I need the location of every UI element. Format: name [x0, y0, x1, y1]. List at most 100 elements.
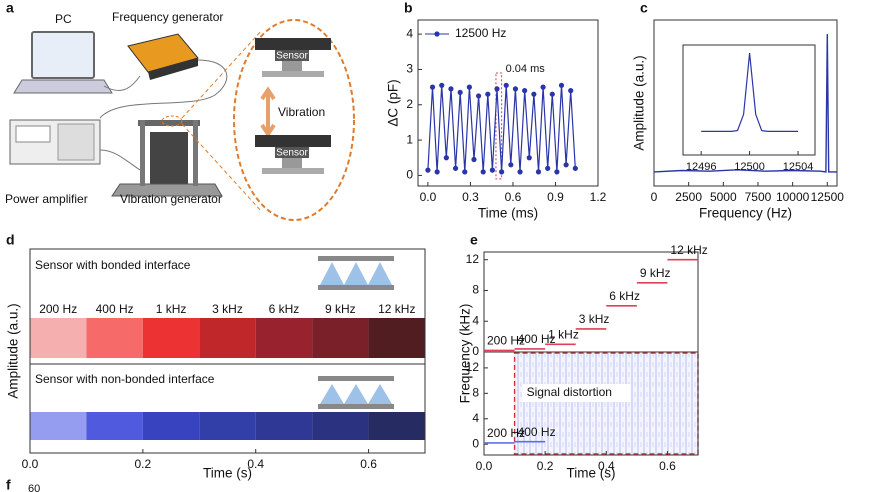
- y-tick-label: 12: [466, 252, 480, 266]
- point: [512, 86, 519, 92]
- waveform-segment: [30, 318, 87, 358]
- plot-frame: [483, 351, 699, 456]
- panel-label: b: [404, 0, 413, 16]
- sensor-body: [275, 147, 309, 158]
- segment-label: 400 Hz: [518, 425, 556, 439]
- x-tick-label: 7500: [745, 190, 772, 204]
- point: [452, 165, 459, 171]
- x-tick-label: 12496: [686, 161, 717, 173]
- point: [439, 82, 445, 88]
- point: [425, 167, 431, 173]
- support: [282, 61, 302, 71]
- point: [494, 86, 500, 92]
- y-tick-label: 0: [472, 344, 479, 358]
- inset-line: [701, 53, 798, 132]
- y-tick-label: 3: [406, 62, 413, 76]
- point: [517, 169, 523, 175]
- legend-label: 12500 Hz: [455, 26, 506, 40]
- segment-label: 200 Hz: [487, 334, 525, 348]
- sensor: [255, 38, 331, 50]
- panel-label: e: [470, 232, 478, 248]
- plot-frame: [417, 19, 599, 187]
- point: [489, 167, 496, 173]
- sensor: [255, 135, 331, 147]
- sensor-label: Sensor: [276, 51, 308, 62]
- segment-label: 1 kHz: [548, 327, 579, 341]
- x-tick-label: 0.4: [598, 459, 615, 473]
- shaker-bar: [138, 120, 200, 126]
- point: [503, 82, 509, 88]
- x-tick-label: 12504: [783, 161, 814, 173]
- plot-frame: [653, 19, 838, 187]
- waveform-segment: [199, 412, 256, 440]
- segment-label: 9 kHz: [640, 266, 671, 280]
- x-tick-label: 0.2: [537, 459, 554, 473]
- laptop-screen: [31, 31, 95, 79]
- y-tick-label: 4: [472, 411, 479, 425]
- vibration-label: Vibration: [278, 105, 325, 119]
- power-amp-label: Power amplifier: [5, 192, 88, 206]
- point: [522, 88, 528, 94]
- trace-name: Sensor with non-bonded interface: [35, 372, 215, 386]
- point: [429, 84, 436, 90]
- plot-frame: [29, 248, 426, 454]
- support: [282, 158, 302, 168]
- plate: [262, 168, 324, 174]
- annotation: 0.04 ms: [506, 63, 546, 75]
- plate: [262, 71, 324, 77]
- y-tick-label: 8: [472, 283, 479, 297]
- zoom-line: [181, 29, 263, 119]
- segment-label: 200 Hz: [487, 426, 525, 440]
- spectrum-line: [653, 34, 837, 173]
- cable: [103, 75, 141, 91]
- x-tick-label: 0.0: [476, 459, 493, 473]
- annotation-bg: [522, 384, 631, 402]
- zoom-circle: [161, 115, 183, 127]
- segment-label: 3 kHz: [212, 302, 243, 316]
- zoom-ellipse: [233, 19, 355, 221]
- shaker: [150, 132, 188, 184]
- waveform-segment: [368, 318, 425, 358]
- point: [475, 93, 482, 99]
- trace-name: Sensor with bonded interface: [35, 258, 191, 272]
- y-tick-label: 2: [406, 97, 413, 111]
- shaker-base: [111, 183, 223, 197]
- point: [535, 169, 542, 175]
- y-axis-label: Amplitude (a.u.): [6, 303, 21, 398]
- segment-label: 400 Hz: [518, 332, 556, 346]
- segment-label: 3 kHz: [579, 312, 610, 326]
- segment-label: 12 kHz: [670, 243, 707, 257]
- point: [563, 162, 569, 168]
- x-axis-label: Time (ms): [478, 206, 538, 221]
- panel-label: d: [6, 232, 15, 248]
- segment-label: 6 kHz: [609, 289, 640, 303]
- segment-label: 200 Hz: [39, 302, 77, 316]
- segment-label: 12 kHz: [378, 302, 415, 316]
- point: [443, 155, 449, 161]
- sensor-label: Sensor: [276, 148, 308, 159]
- y-tick-label: 4: [472, 313, 479, 327]
- point: [485, 91, 491, 97]
- vibration-arrow: [260, 86, 276, 138]
- point: [526, 155, 532, 161]
- point: [448, 86, 454, 92]
- legend-marker: [434, 31, 440, 37]
- x-tick-label: 1.2: [590, 190, 607, 204]
- cable: [99, 59, 228, 119]
- x-tick-label: 0.0: [22, 457, 39, 471]
- point: [558, 82, 565, 88]
- point: [466, 84, 472, 90]
- waveform-segment: [312, 318, 369, 358]
- point: [462, 169, 468, 175]
- waveform-segment: [255, 318, 313, 358]
- panel-a: a PC Frequency generator Power amplifier…: [5, 0, 355, 221]
- freq-gen-label: Frequency generator: [112, 10, 223, 24]
- y-tick-label: 8: [472, 385, 479, 399]
- segment-label: 9 kHz: [325, 302, 356, 316]
- x-tick-label: 0.6: [505, 190, 522, 204]
- y-tick-label: 4: [406, 26, 413, 40]
- waveform-segment: [199, 318, 256, 358]
- point: [545, 165, 551, 171]
- interface-icons: [318, 256, 394, 409]
